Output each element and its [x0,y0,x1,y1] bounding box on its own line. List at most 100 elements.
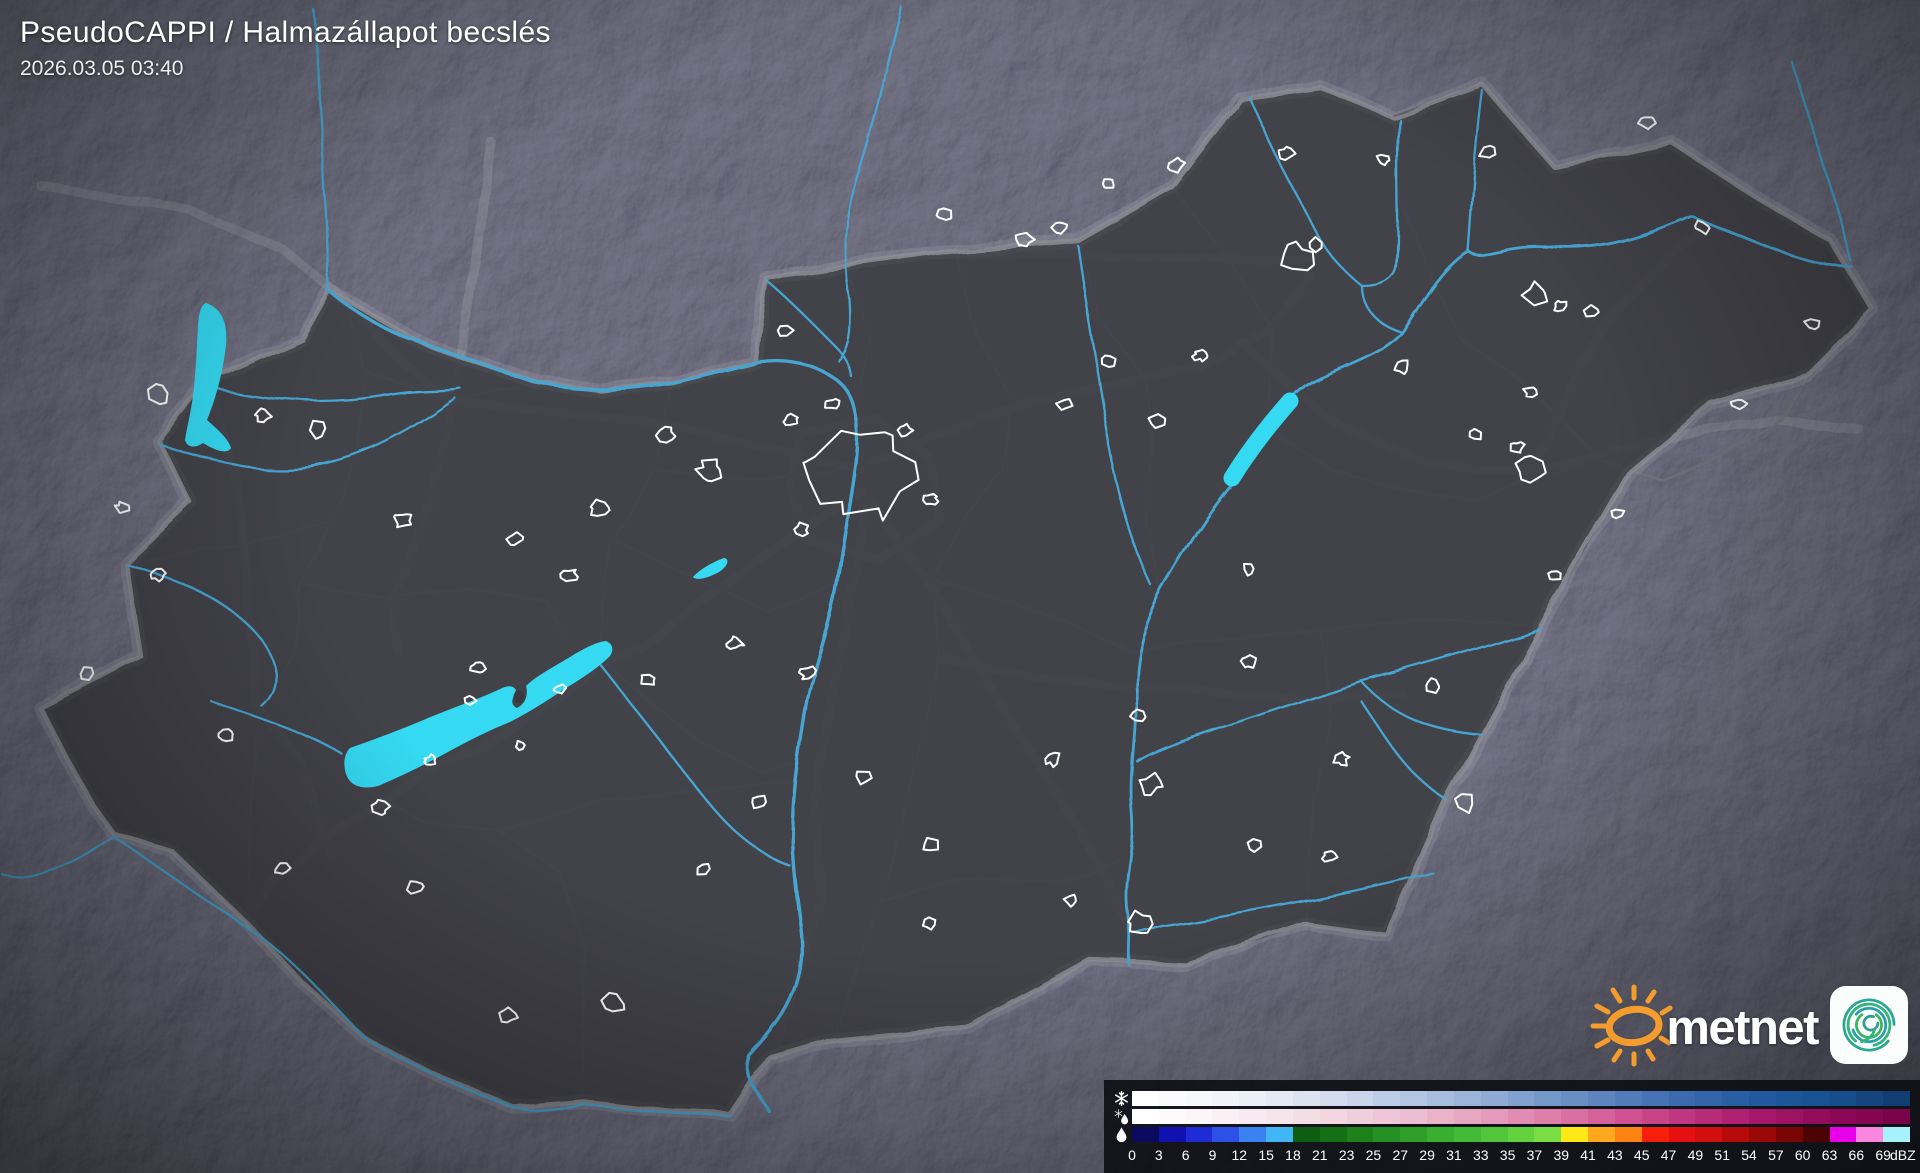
legend-color-segment [1373,1109,1401,1124]
legend-color-segment [1292,1127,1320,1142]
legend-color-segment [1158,1109,1186,1124]
legend-color-segment [1614,1127,1642,1142]
legend-color-segment [1775,1127,1803,1142]
legend-color-segment [1319,1109,1347,1124]
legend-color-segment [1641,1127,1669,1142]
legend-tick: 25 [1365,1147,1382,1163]
legend-color-segment [1802,1127,1830,1142]
legend-color-segment [1427,1109,1454,1124]
snow-colorbar [1132,1091,1911,1106]
legend-tick: 66 [1848,1147,1865,1163]
legend-color-segment [1561,1109,1589,1124]
legend-color-segment [1588,1109,1615,1124]
legend-row-snow [1110,1090,1911,1107]
legend-tick: 35 [1499,1147,1516,1163]
legend-color-segment [1614,1109,1642,1124]
legend-tick: 60 [1794,1147,1811,1163]
legend-color-segment [1561,1127,1589,1142]
legend-color-segment [1749,1109,1776,1124]
legend-tick: 27 [1392,1147,1409,1163]
legend-color-segment [1400,1091,1428,1106]
legend-color-segment [1534,1109,1562,1124]
legend-color-segment [1185,1091,1213,1106]
legend-color-segment [1453,1127,1481,1142]
legend-tick: 15 [1258,1147,1274,1163]
legend-color-segment [1346,1127,1374,1142]
legend-color-segment [1668,1109,1696,1124]
legend-panel: 0 3 6 9 12 15 18 21 23 25 27 29 31 33 35 37 39 41 43 45 47 49… [1104,1080,1920,1173]
legend-color-segment [1722,1127,1750,1142]
legend-color-segment [1883,1127,1911,1142]
sleet-icon [1110,1108,1132,1125]
legend-tick: 39 [1553,1147,1570,1163]
header: PseudoCAPPI / Halmazállapot becslés 2026… [20,16,551,81]
legend-color-segment [1480,1127,1508,1142]
legend-tick: 41 [1580,1147,1596,1163]
legend-tick: 43 [1607,1147,1623,1163]
legend-color-segment [1561,1091,1589,1106]
legend-tick: 18 [1285,1147,1301,1163]
legend-color-segment [1319,1091,1347,1106]
sun-icon [1588,981,1680,1074]
legend-color-segment [1695,1127,1723,1142]
legend-color-segment [1346,1091,1374,1106]
legend-color-segment [1775,1091,1803,1106]
legend-tick: 51 [1714,1147,1730,1163]
legend-tick: 31 [1446,1147,1462,1163]
legend-color-segment [1749,1127,1776,1142]
legend-tick: 23 [1338,1147,1355,1163]
legend-color-segment [1185,1127,1213,1142]
legend-color-segment [1883,1091,1911,1106]
legend-color-segment [1829,1109,1857,1124]
metnet-wordmark: metnet [1666,1000,1819,1055]
legend-color-segment [1883,1109,1911,1124]
legend-color-segment [1239,1127,1267,1142]
legend-tick: 9 [1208,1147,1217,1163]
mixed-colorbar [1132,1109,1911,1124]
legend-color-segment [1158,1091,1186,1106]
timestamp: 2026.03.05 03:40 [20,57,184,80]
legend-color-segment [1588,1091,1615,1106]
legend-color-segment [1266,1091,1293,1106]
legend-color-segment [1480,1091,1508,1106]
legend-tick: 69 [1875,1147,1891,1163]
tihany-peninsula [513,690,525,704]
legend-color-segment [1668,1127,1696,1142]
legend-color-segment [1132,1127,1159,1142]
legend-color-segment [1856,1109,1884,1124]
legend-color-segment [1588,1127,1615,1142]
rain-colorbar [1132,1127,1911,1142]
legend-color-segment [1534,1127,1562,1142]
legend-color-segment [1319,1127,1347,1142]
legend-color-segment [1400,1127,1428,1142]
legend-color-segment [1158,1127,1186,1142]
legend-color-segment [1132,1091,1159,1106]
legend-color-segment [1775,1109,1803,1124]
legend-tick: 21 [1311,1147,1328,1163]
legend-tick: 63 [1821,1147,1838,1163]
legend-color-segment [1722,1091,1750,1106]
legend-color-segment [1239,1091,1267,1106]
legend-color-segment [1829,1091,1857,1106]
legend-color-segment [1829,1127,1857,1142]
legend-color-segment [1266,1109,1293,1124]
metnet-app-icon [1830,986,1908,1069]
legend-color-segment [1507,1109,1535,1124]
legend-color-segment [1802,1109,1830,1124]
legend-color-segment [1453,1109,1481,1124]
legend-color-segment [1749,1091,1776,1106]
legend-tick: 57 [1768,1147,1784,1163]
legend-color-segment [1427,1091,1454,1106]
legend-color-segment [1132,1109,1159,1124]
legend-color-segment [1373,1091,1401,1106]
legend-tick: 45 [1633,1147,1650,1163]
legend-color-segment [1212,1091,1240,1106]
legend-color-segment [1534,1091,1562,1106]
raindrop-icon [1110,1126,1132,1143]
legend-tick: 37 [1526,1147,1543,1163]
legend-color-segment [1722,1109,1750,1124]
legend-color-segment [1802,1091,1830,1106]
snowflake-icon [1110,1090,1132,1107]
legend-color-segment [1641,1109,1669,1124]
